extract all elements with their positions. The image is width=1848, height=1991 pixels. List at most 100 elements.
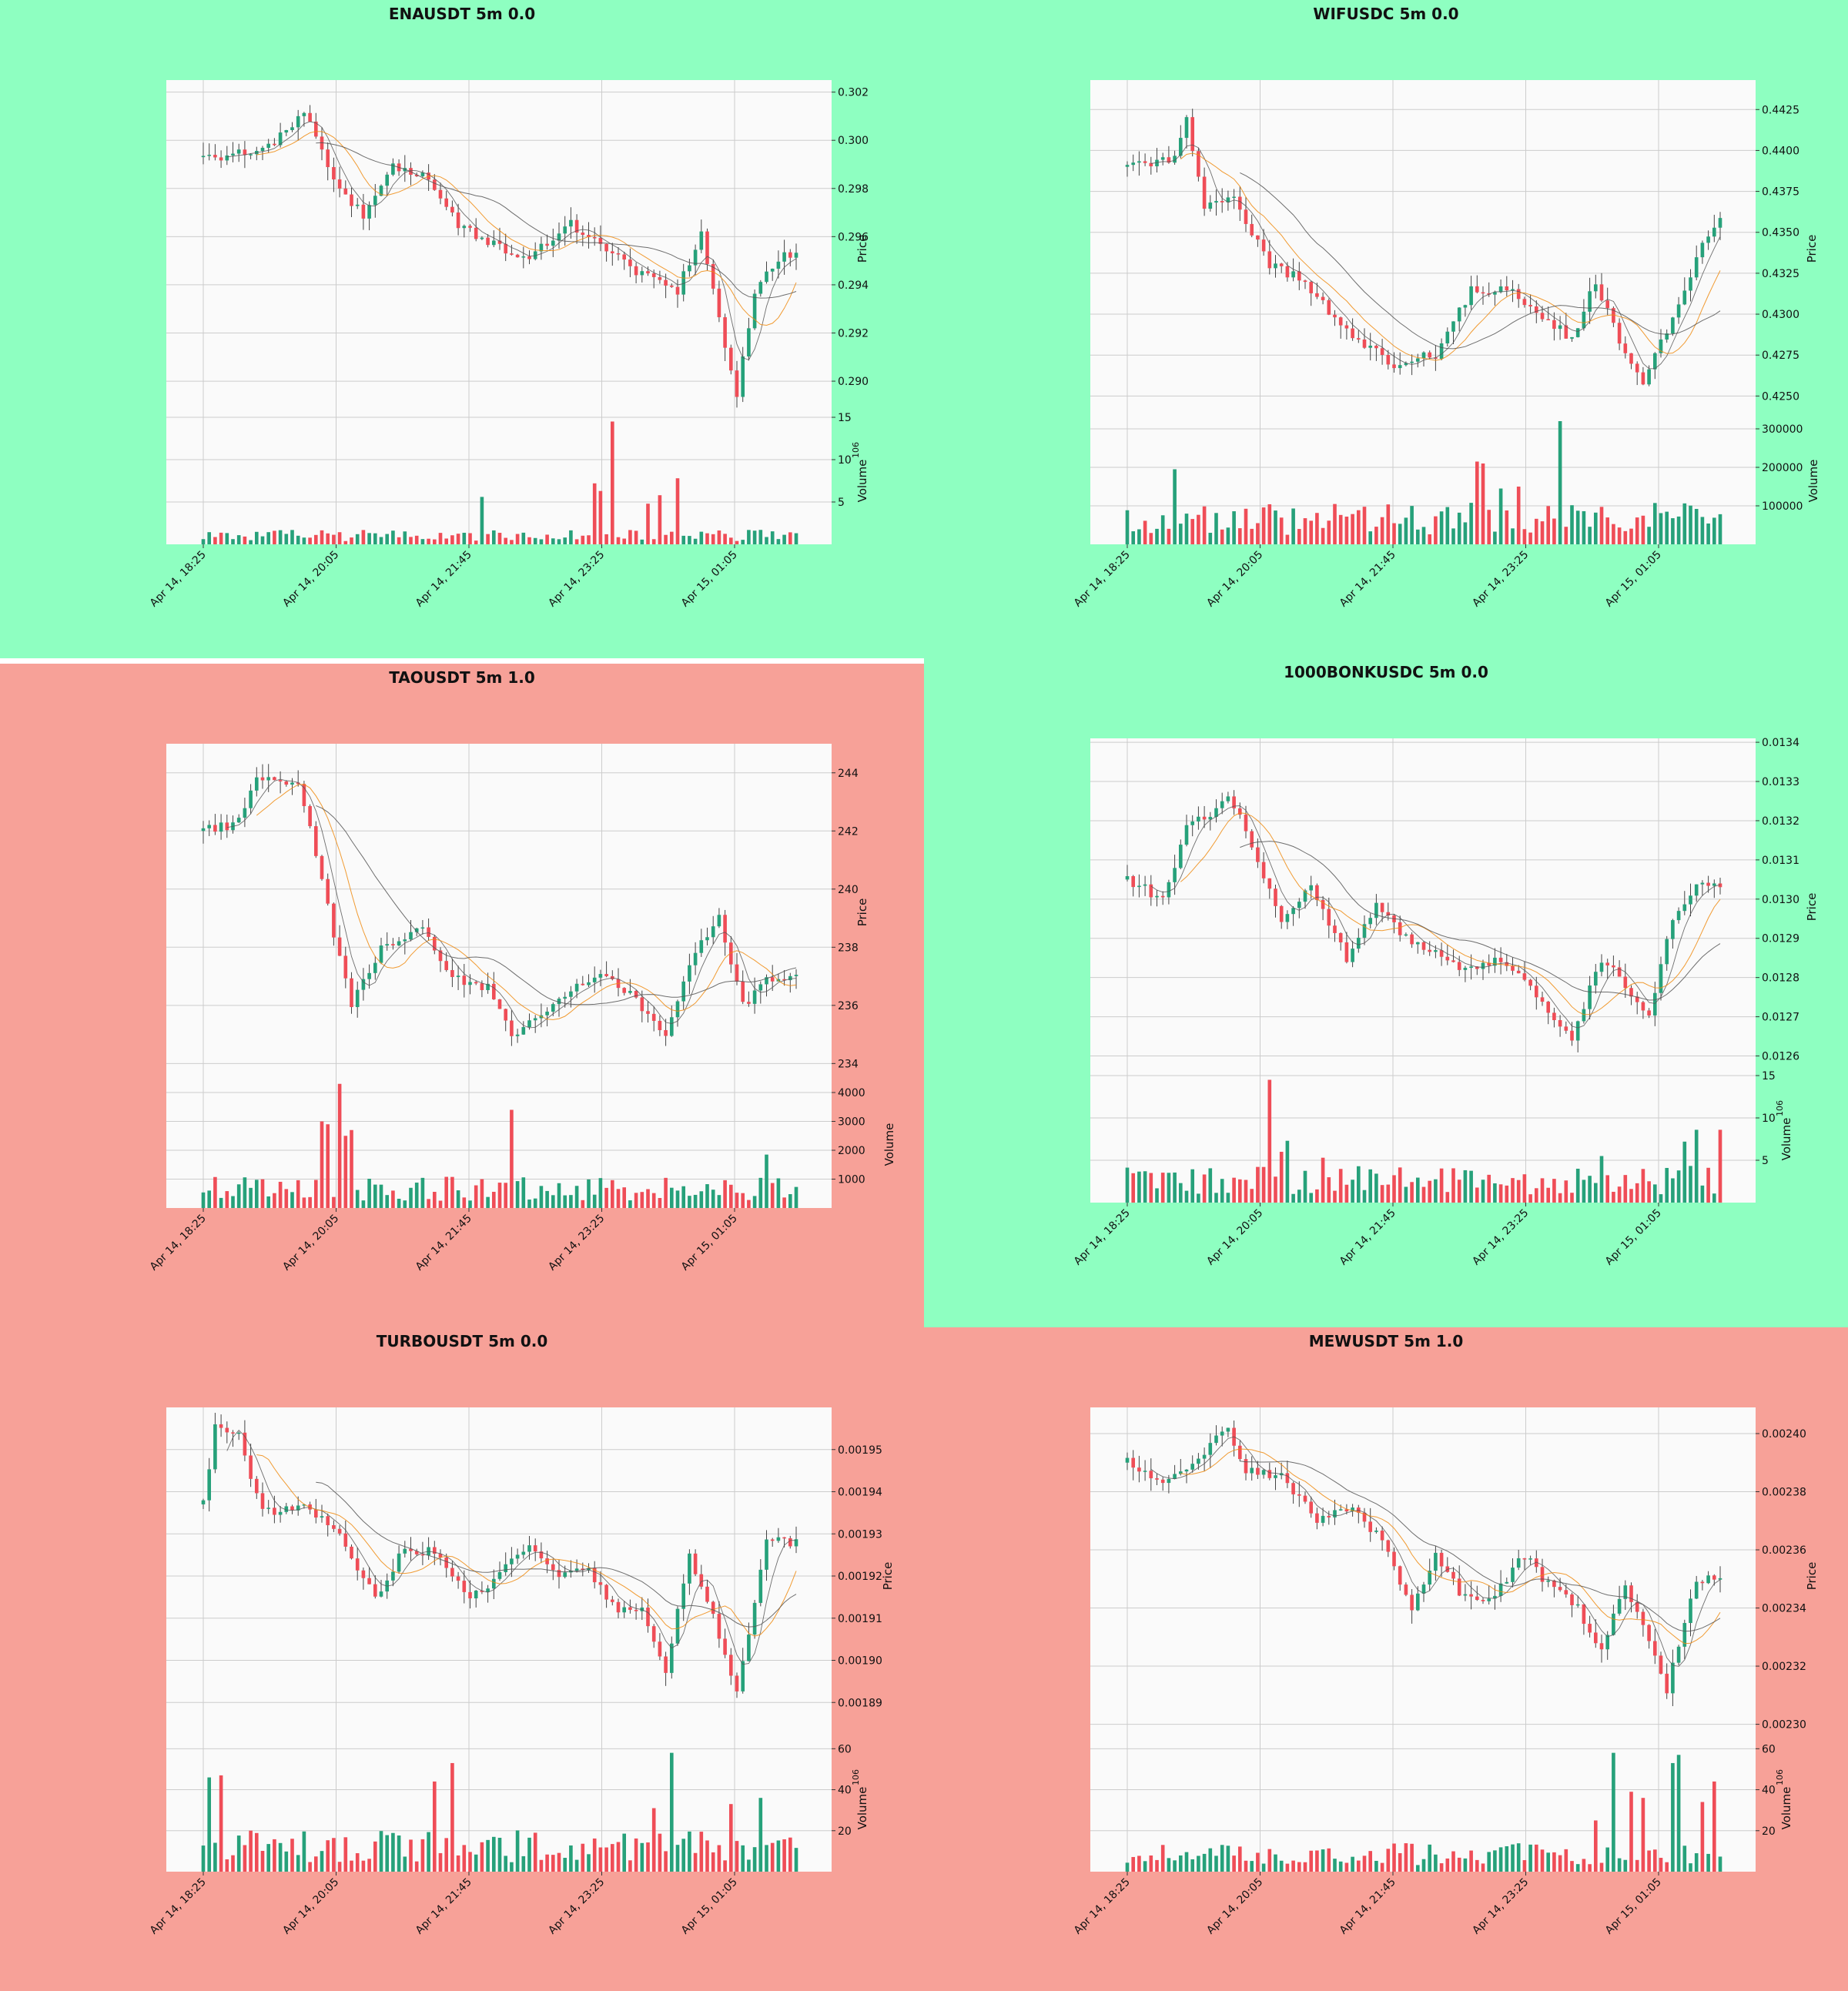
volume-bar: [616, 537, 621, 544]
volume-bar: [1605, 1175, 1610, 1203]
volume-bar: [1712, 1193, 1716, 1203]
volume-bar: [592, 1194, 597, 1208]
volume-bar: [207, 532, 212, 544]
candle-body: [1237, 1445, 1242, 1460]
volume-bar: [1617, 1186, 1622, 1203]
candle-body: [397, 941, 401, 945]
volume-bar: [1149, 1173, 1153, 1203]
volume-tick-label: 40: [838, 1785, 852, 1797]
volume-bar: [414, 535, 419, 544]
candle-body: [1682, 290, 1687, 305]
candle-body: [308, 805, 312, 827]
volume-bar: [1487, 1852, 1491, 1872]
price-tick-label: 0.4325: [1762, 268, 1799, 280]
volume-bar: [337, 532, 342, 544]
candle-body: [651, 1626, 656, 1642]
candle-body: [551, 1564, 555, 1571]
candle-body: [1184, 1469, 1189, 1472]
volume-bar: [539, 1859, 544, 1872]
candle-body: [1214, 808, 1218, 818]
volume-bar: [592, 1838, 597, 1872]
volume-bar: [1155, 1188, 1159, 1203]
volume-bar: [1570, 1861, 1574, 1872]
candle-body: [705, 231, 709, 264]
candle-body: [1421, 942, 1426, 950]
volume-bar: [651, 539, 656, 544]
volume-bar: [1410, 506, 1414, 544]
volume-bar: [432, 1191, 437, 1208]
moving-average-line: [316, 142, 797, 299]
candle-body: [438, 950, 443, 962]
volume-bar: [705, 533, 709, 544]
candle-body: [320, 1516, 324, 1518]
volume-bar: [397, 537, 401, 544]
volume-bar: [1125, 1862, 1130, 1872]
candle-body: [1267, 878, 1272, 889]
volume-bar: [776, 1840, 781, 1872]
volume-bar: [1498, 1184, 1503, 1203]
volume-bar: [284, 1189, 289, 1208]
volume-bar: [770, 1842, 775, 1872]
candle-body: [1404, 363, 1408, 366]
volume-bar: [1380, 1185, 1384, 1203]
volume-bar: [391, 530, 395, 544]
volume-bar: [728, 1184, 733, 1208]
candle-body: [1149, 162, 1153, 167]
volume-bar: [1570, 1193, 1574, 1203]
volume-bar: [640, 1842, 644, 1872]
volume-bar: [1131, 1173, 1136, 1203]
candle-body: [296, 1505, 300, 1511]
candle-body: [521, 1027, 526, 1035]
candle-body: [343, 1533, 348, 1547]
volume-bar: [634, 530, 638, 544]
volume-bar: [1540, 1849, 1545, 1872]
candle-body: [622, 988, 627, 993]
volume-bar: [1226, 1845, 1230, 1872]
volume-bar: [1498, 488, 1503, 544]
candle-body: [414, 1551, 419, 1554]
candle-body: [1202, 176, 1207, 209]
volume-bar: [1167, 1173, 1171, 1203]
candle-body: [1564, 325, 1568, 339]
volume-bar: [379, 537, 383, 544]
volume-bar: [1434, 1179, 1438, 1203]
volume-bar: [610, 1180, 614, 1208]
candle-body: [1712, 227, 1716, 237]
volume-bar: [236, 1835, 241, 1872]
candle-body: [266, 143, 271, 148]
volume-bar: [1505, 1845, 1509, 1872]
candle-body: [688, 1553, 691, 1584]
candle-body: [278, 1511, 283, 1515]
volume-bar: [1226, 1193, 1230, 1203]
volume-bar: [1652, 1184, 1657, 1203]
volume-bar: [735, 1193, 739, 1208]
volume-bar: [420, 1177, 425, 1208]
candle-body: [1125, 1457, 1130, 1463]
candle-body: [1160, 1479, 1165, 1484]
candle-body: [598, 238, 603, 244]
volume-bar: [1256, 1852, 1260, 1872]
candle-body: [557, 999, 561, 1005]
candle-body: [1321, 1515, 1325, 1523]
volume-bar: [1297, 529, 1301, 544]
candle-body: [1463, 305, 1468, 308]
volume-bar: [669, 1752, 674, 1872]
volume-bar: [1659, 1858, 1663, 1872]
volume-bar: [1629, 528, 1633, 544]
candle-body: [497, 1571, 502, 1579]
candle-body: [1712, 1575, 1716, 1580]
volume-bar: [302, 1197, 306, 1208]
candle-body: [1244, 209, 1248, 224]
candle-body: [486, 983, 490, 990]
candle-body: [1202, 1454, 1207, 1459]
volume-bar: [456, 1855, 460, 1872]
volume-bar: [367, 533, 371, 544]
volume-bar: [510, 1862, 514, 1872]
price-tick-label: 0.0130: [1762, 894, 1799, 906]
candle-body: [1511, 289, 1515, 291]
volume-bar: [723, 1180, 727, 1208]
candle-body: [1546, 1580, 1551, 1582]
volume-bar: [527, 537, 531, 544]
candle-body: [1374, 902, 1378, 919]
